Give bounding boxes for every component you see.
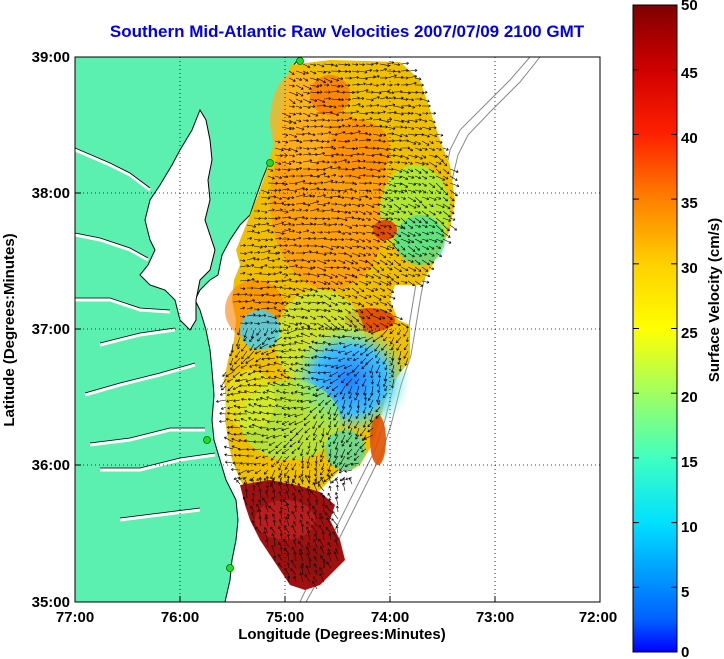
station-marker — [226, 564, 234, 572]
x-tick-label: 73:00 — [476, 609, 514, 626]
x-tick-label: 76:00 — [161, 609, 199, 626]
colorbar-tick: 15 — [681, 454, 698, 471]
chesapeake-bay — [139, 108, 216, 331]
colorbar-tick: 50 — [681, 0, 698, 14]
map-title: Southern Mid-Atlantic Raw Velocities 200… — [109, 22, 585, 41]
bathymetry-contour — [299, 57, 531, 602]
arrow-glyphs — [216, 61, 460, 590]
station-marker — [266, 159, 274, 167]
y-tick-label: 35:00 — [32, 594, 70, 611]
y-tick-labels: 39:00 38:00 37:00 36:00 35:00 — [32, 49, 70, 611]
colorbar-tick: 10 — [681, 519, 698, 536]
y-tick-label: 38:00 — [32, 185, 70, 202]
x-axis-label: Longitude (Degrees:Minutes) — [238, 626, 446, 643]
y-axis-label: Latitude (Degrees:Minutes) — [1, 233, 18, 426]
station-marker — [296, 57, 304, 65]
colorbar-tick: 5 — [681, 584, 689, 601]
colorbar-gradient — [632, 4, 678, 653]
grid — [75, 57, 600, 602]
x-tick-label: 77:00 — [56, 609, 94, 626]
y-tick-label: 37:00 — [32, 321, 70, 338]
colorbar-tick: 0 — [681, 644, 689, 659]
colorbar: 50 45 40 35 30 25 20 15 10 5 0 Surface V… — [632, 0, 723, 659]
colorbar-tick: 25 — [681, 325, 698, 342]
x-tick-label: 75:00 — [266, 609, 304, 626]
colorbar-tick: 30 — [681, 260, 698, 277]
colorbar-tick: 35 — [681, 195, 698, 212]
colorbar-label: Surface Velocity (cm/s) — [706, 218, 723, 382]
colorbar-tick: 40 — [681, 130, 698, 147]
tick-marks — [74, 56, 601, 603]
velocity-arrows — [216, 61, 460, 590]
river-outlines — [75, 147, 216, 519]
x-tick-labels: 77:00 76:00 75:00 74:00 73:00 72:00 — [56, 609, 617, 626]
y-tick-label: 36:00 — [32, 457, 70, 474]
radar-stations — [203, 57, 304, 572]
station-marker — [203, 436, 211, 444]
colorbar-tick: 20 — [681, 389, 698, 406]
x-tick-label: 74:00 — [371, 609, 409, 626]
x-tick-label: 72:00 — [579, 609, 617, 626]
bathymetry-contour-2 — [305, 57, 541, 602]
y-tick-label: 39:00 — [32, 49, 70, 66]
colorbar-tick: 45 — [681, 65, 698, 82]
